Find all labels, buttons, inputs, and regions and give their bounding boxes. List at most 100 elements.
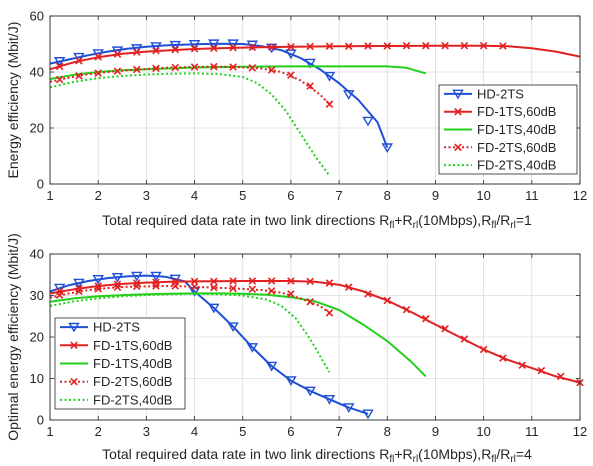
data-point	[171, 282, 180, 290]
y-tick-label: 40	[30, 65, 44, 80]
x-tick-label: 4	[191, 424, 198, 439]
legend-marker	[68, 322, 80, 333]
data-point	[518, 361, 526, 369]
data-point	[479, 41, 488, 50]
data-point	[152, 46, 160, 55]
x-tick-label: 6	[287, 188, 294, 203]
data-point	[246, 343, 259, 353]
data-point	[441, 324, 449, 333]
data-point	[94, 53, 102, 61]
data-point	[152, 282, 160, 290]
data-point	[306, 297, 314, 306]
data-point	[248, 277, 257, 285]
legend-label: HD-2TS	[477, 86, 524, 101]
data-point	[304, 58, 316, 69]
series-line	[49, 292, 427, 378]
x-tick-label: 5	[239, 188, 246, 203]
legend: HD-2TS FD-1TS,60dB FD-1TS,40dB FD-2TS,60dB F…	[438, 84, 578, 175]
data-point	[306, 277, 314, 286]
data-point	[73, 52, 85, 63]
data-point	[499, 354, 507, 362]
legend-label: FD-2TS,60dB	[477, 140, 556, 155]
x-tick-label: 7	[335, 424, 342, 439]
x-tick-label: 1	[46, 424, 53, 439]
data-point	[55, 75, 64, 84]
data-point	[362, 116, 374, 127]
data-point	[422, 41, 430, 50]
y-axis-label: Optimal energy efficiency (Mbit/J)	[5, 233, 21, 440]
series-HD-2TS	[49, 271, 374, 420]
data-point	[92, 275, 104, 285]
data-point	[344, 42, 353, 51]
data-point	[190, 63, 199, 71]
series-FD-2TS,60dB	[49, 282, 334, 317]
data-point	[248, 285, 257, 294]
series-FD-2TS,60dB	[49, 62, 334, 108]
x-tick-label: 10	[476, 424, 490, 439]
legend-label: FD-1TS,40dB	[93, 356, 172, 371]
data-point	[171, 63, 180, 72]
data-point	[210, 44, 218, 52]
x-tick-label: 3	[143, 188, 150, 203]
x-tick-label: 2	[95, 188, 102, 203]
data-point	[75, 287, 83, 296]
data-point	[499, 42, 507, 50]
data-point	[150, 42, 162, 52]
data-point	[131, 271, 143, 282]
y-tick-label: 40	[30, 247, 44, 262]
data-point	[460, 41, 469, 50]
legend-label: FD-1TS,60dB	[477, 104, 556, 119]
x-tick-label: 9	[432, 188, 439, 203]
data-point	[383, 296, 392, 305]
data-point	[383, 42, 392, 50]
y-tick-label: 10	[30, 371, 44, 386]
data-point	[208, 303, 220, 314]
data-point	[325, 279, 334, 287]
data-point	[229, 43, 237, 52]
x-tick-label: 9	[432, 424, 439, 439]
data-point	[343, 90, 355, 100]
x-tick-label: 4	[191, 188, 198, 203]
data-point	[132, 282, 141, 291]
x-tick-label: 5	[239, 424, 246, 439]
legend-marker	[452, 89, 464, 100]
data-point	[188, 39, 201, 50]
data-point	[460, 335, 469, 343]
data-point	[479, 345, 488, 354]
y-tick-label: 0	[37, 177, 44, 192]
legend-label: FD-2TS,60dB	[93, 374, 172, 389]
data-point	[190, 283, 199, 291]
data-point	[402, 305, 411, 314]
x-tick-label: 2	[95, 424, 102, 439]
data-point	[190, 44, 199, 53]
data-point	[229, 277, 237, 285]
legend: HD-2TS FD-1TS,60dB FD-1TS,40dB FD-2TS,60dB F…	[54, 317, 186, 410]
data-point	[381, 143, 393, 154]
axes-box	[49, 15, 581, 185]
x-tick-label: 8	[384, 424, 391, 439]
data-point	[150, 271, 162, 282]
data-point	[304, 386, 316, 397]
x-tick-label: 10	[476, 188, 490, 203]
data-point	[55, 62, 64, 71]
data-point	[343, 403, 355, 413]
data-point	[111, 272, 124, 283]
y-tick-label: 20	[30, 121, 44, 136]
data-point	[227, 39, 239, 50]
y-tick-label: 20	[30, 330, 44, 345]
data-point	[306, 82, 314, 90]
series-line	[49, 274, 369, 415]
legend-marker	[70, 341, 78, 350]
data-point	[402, 41, 411, 50]
data-point	[248, 43, 257, 52]
x-tick-label: 6	[287, 424, 294, 439]
data-point	[287, 43, 295, 51]
data-point	[152, 64, 160, 73]
data-point	[285, 376, 297, 387]
data-point	[94, 285, 102, 293]
data-point	[441, 41, 449, 50]
data-point	[248, 64, 257, 72]
